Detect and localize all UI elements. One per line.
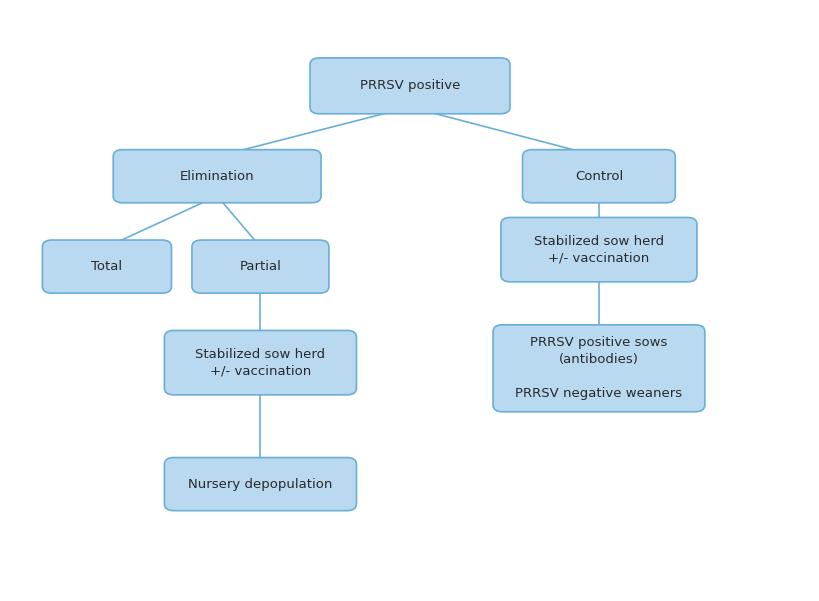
Text: Elimination: Elimination bbox=[179, 169, 254, 183]
FancyBboxPatch shape bbox=[164, 331, 356, 395]
FancyBboxPatch shape bbox=[310, 58, 509, 114]
Text: PRRSV positive: PRRSV positive bbox=[360, 79, 459, 93]
Text: Control: Control bbox=[574, 169, 622, 183]
Text: Total: Total bbox=[91, 260, 122, 273]
FancyBboxPatch shape bbox=[164, 457, 356, 511]
FancyBboxPatch shape bbox=[113, 150, 321, 203]
FancyBboxPatch shape bbox=[492, 325, 704, 412]
FancyBboxPatch shape bbox=[43, 240, 171, 293]
FancyBboxPatch shape bbox=[500, 218, 696, 282]
Text: Stabilized sow herd
+/- vaccination: Stabilized sow herd +/- vaccination bbox=[533, 234, 663, 264]
Text: Partial: Partial bbox=[239, 260, 281, 273]
FancyBboxPatch shape bbox=[192, 240, 328, 293]
Text: PRRSV positive sows
(antibodies)

PRRSV negative weaners: PRRSV positive sows (antibodies) PRRSV n… bbox=[514, 337, 681, 400]
FancyBboxPatch shape bbox=[522, 150, 675, 203]
Text: Stabilized sow herd
+/- vaccination: Stabilized sow herd +/- vaccination bbox=[195, 347, 325, 377]
Text: Nursery depopulation: Nursery depopulation bbox=[188, 478, 333, 490]
